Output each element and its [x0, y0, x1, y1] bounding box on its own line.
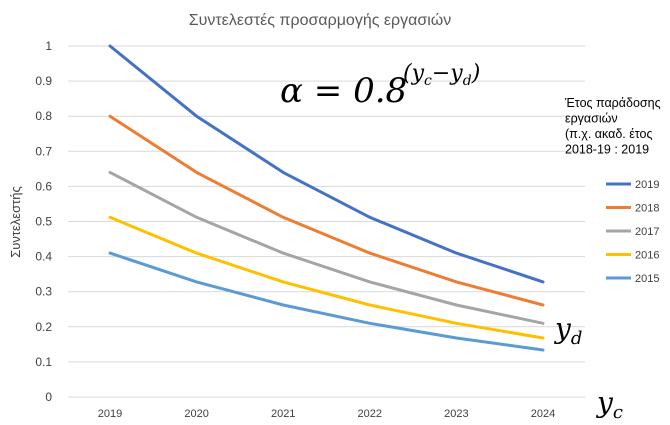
- gridlines: [68, 45, 585, 398]
- legend-label: 2018: [635, 203, 659, 215]
- y-axis-label: Συντελεστής: [8, 186, 23, 258]
- y-tick-label: 0.5: [35, 215, 52, 229]
- y-tick-label: 0.1: [35, 355, 52, 369]
- yd-annotation: yd: [553, 312, 582, 349]
- y-tick-label: 0.4: [35, 250, 52, 264]
- legend: 2019 2018 2017 2016 2015: [606, 179, 659, 285]
- formula-annotation: α = 0.8 (yc−yd): [280, 61, 480, 111]
- legend-label: 2015: [635, 273, 659, 285]
- y-tick-label: 1: [45, 39, 52, 53]
- series-line-2017: [108, 170, 545, 325]
- legend-label: 2016: [635, 250, 659, 262]
- legend-title-line: 2018-19 : 2019: [565, 143, 649, 157]
- y-tick-label: 0.3: [35, 285, 52, 299]
- x-tick-label: 2024: [531, 408, 555, 420]
- formula-exponent-open: (yc−yd): [403, 61, 480, 89]
- x-tick-label: 2020: [184, 408, 208, 420]
- y-tick-label: 0.6: [35, 179, 52, 193]
- yc-annotation: yc: [595, 386, 623, 423]
- series-line-2018: [108, 114, 545, 307]
- legend-title-line: εργασιών: [565, 112, 618, 126]
- y-tick-label: 0.2: [35, 320, 52, 334]
- legend-title-line: (π.χ. ακαδ. έτος: [565, 127, 653, 141]
- x-tick-label: 2022: [358, 408, 382, 420]
- y-tick-label: 0.8: [35, 109, 52, 123]
- legend-title: Έτος παράδοσης εργασιών(π.χ. ακαδ. έτος 20…: [564, 96, 661, 157]
- x-tick-label: 2023: [444, 408, 468, 420]
- y-tick-label: 0: [45, 390, 52, 404]
- series-line-2015: [108, 251, 545, 352]
- series-line-2019: [108, 44, 545, 284]
- y-tick-label: 0.7: [35, 144, 52, 158]
- chart-title: Συντελεστές προσαρμογής εργασιών: [189, 12, 452, 29]
- legend-label: 2017: [635, 226, 659, 238]
- legend-label: 2019: [635, 179, 659, 191]
- series-line-2016: [108, 215, 545, 340]
- x-tick-label: 2021: [271, 408, 295, 420]
- legend-title-line: Έτος παράδοσης: [564, 96, 661, 110]
- x-tick-label: 2019: [98, 408, 122, 420]
- series-lines: [108, 44, 545, 352]
- y-tick-label: 0.9: [35, 74, 52, 88]
- formula-base: α = 0.8: [280, 71, 407, 111]
- x-tick-labels: 2019 2020 2021 2022 2023 2024: [98, 408, 555, 420]
- y-tick-labels: 0 0.1 0.2 0.3 0.4 0.5 0.6 0.7 0.8 0.9 1: [35, 39, 52, 404]
